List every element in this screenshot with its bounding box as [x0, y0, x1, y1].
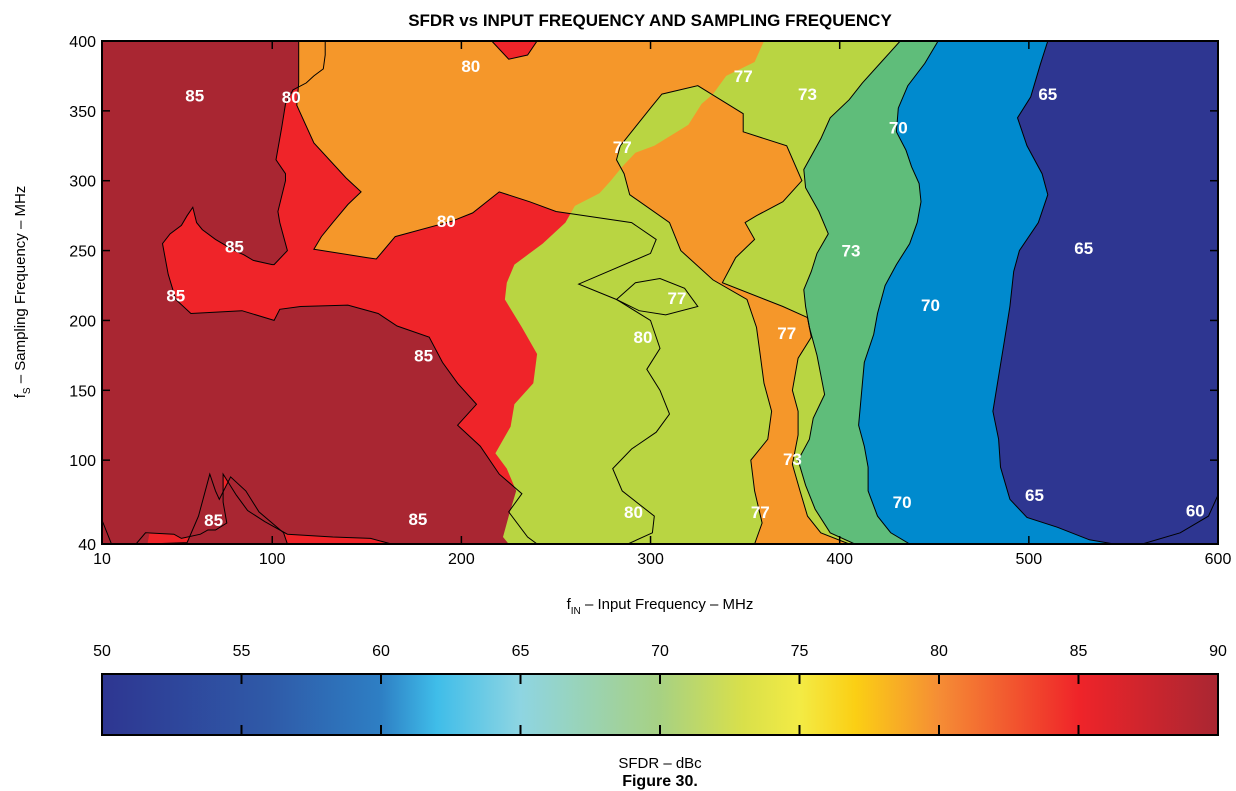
- y-tick-label-1: 100: [69, 453, 96, 470]
- contour-label-17: 85: [414, 346, 433, 365]
- x-axis-label-rest: – Input Frequency – MHz: [581, 596, 754, 613]
- y-tick-label-0: 40: [78, 537, 96, 554]
- contour-label-15: 77: [777, 324, 796, 343]
- x-tick-label-2: 200: [448, 551, 475, 568]
- colorbar-ticks: 50 55 60 65 70 75 80 85 90: [93, 643, 1227, 735]
- y-tick-label-2: 150: [69, 383, 96, 400]
- x-tick-label-3: 300: [637, 551, 664, 568]
- contour-regions: [102, 41, 1218, 544]
- y-axis-label-main: f: [12, 393, 29, 398]
- contour-label-4: 73: [798, 85, 817, 104]
- x-axis-label-main: f: [567, 596, 572, 613]
- contour-line-8: [797, 41, 901, 544]
- colorbar-tick-label-0: 50: [93, 643, 111, 660]
- contour-line-0: [102, 520, 112, 544]
- x-axis-label: fIN – Input Frequency – MHz: [567, 596, 754, 617]
- y-axis-ticks: 40 100 150 200 250 300 350 400: [69, 34, 1218, 554]
- contour-label-5: 65: [1038, 85, 1057, 104]
- contour-label-22: 85: [408, 510, 427, 529]
- colorbar-tick-label-3: 65: [512, 643, 530, 660]
- contour-label-14: 70: [921, 296, 940, 315]
- x-tick-label-4: 400: [826, 551, 853, 568]
- y-axis-label-rest: – Sampling Frequency – MHz: [12, 186, 29, 388]
- x-tick-label-6: 600: [1205, 551, 1232, 568]
- y-axis-label: fS – Sampling Frequency – MHz: [12, 186, 33, 399]
- colorbar-label: SFDR – dBc: [618, 755, 702, 772]
- contour-line-11: [1142, 494, 1218, 544]
- x-axis-ticks: 10 100 200 300 400 500 600: [93, 41, 1231, 568]
- figure-caption: Figure 30.: [622, 773, 698, 790]
- colorbar-tick-label-5: 75: [791, 643, 809, 660]
- chart-title: SFDR vs INPUT FREQUENCY AND SAMPLING FRE…: [408, 11, 892, 30]
- x-axis-label-sub: IN: [571, 606, 581, 617]
- y-axis-label-sub: S: [22, 387, 33, 394]
- colorbar-tick-label-1: 55: [233, 643, 251, 660]
- colorbar-tick-label-8: 90: [1209, 643, 1227, 660]
- contour-label-2: 80: [282, 88, 301, 107]
- contour-label-1: 85: [185, 87, 204, 106]
- contour-lines: [102, 41, 1218, 544]
- y-tick-label-5: 300: [69, 174, 96, 191]
- contour-line-7: [616, 277, 699, 316]
- contour-label-10: 73: [842, 242, 861, 261]
- y-tick-label-4: 250: [69, 244, 96, 261]
- contour-label-19: 65: [1025, 486, 1044, 505]
- contour-label-24: 77: [751, 503, 770, 522]
- colorbar-tick-label-7: 85: [1070, 643, 1088, 660]
- x-tick-label-0: 10: [93, 551, 111, 568]
- contour-label-7: 77: [613, 138, 632, 157]
- contour-label-6: 70: [889, 119, 908, 138]
- contour-label-16: 80: [634, 328, 653, 347]
- y-tick-label-7: 400: [69, 34, 96, 51]
- colorbar-tick-label-6: 80: [930, 643, 948, 660]
- colorbar-tick-label-2: 60: [372, 643, 390, 660]
- contour-label-23: 80: [624, 503, 643, 522]
- contour-label-18: 73: [783, 450, 802, 469]
- plot-area: [102, 41, 1218, 544]
- plot-frame: [101, 40, 1219, 545]
- x-tick-label-1: 100: [259, 551, 286, 568]
- region-65-9: [992, 41, 1218, 544]
- contour-label-20: 70: [893, 493, 912, 512]
- y-tick-label-6: 350: [69, 104, 96, 121]
- contour-label-8: 80: [437, 212, 456, 231]
- region-77-6: [616, 278, 698, 315]
- y-tick-label-3: 200: [69, 313, 96, 330]
- contour-line-5: [491, 41, 538, 60]
- contour-label-21: 85: [204, 511, 223, 530]
- contour-label-13: 77: [668, 289, 687, 308]
- contour-labels: 80 85 80 77 73 65 70 77 80 85 73 65 85 77 70 77 80 85 73 65…: [166, 57, 1204, 530]
- contour-line-6: [615, 85, 850, 544]
- colorbar-tick-label-4: 70: [651, 643, 669, 660]
- contour-label-12: 85: [166, 286, 185, 305]
- contour-line-3: [161, 41, 538, 544]
- contour-label-0: 80: [461, 57, 480, 76]
- contour-label-25: 60: [1186, 502, 1205, 521]
- region-80-4: [491, 41, 538, 60]
- contour-line-10: [992, 41, 1115, 544]
- x-tick-label-5: 500: [1015, 551, 1042, 568]
- contour-line-9: [858, 41, 939, 544]
- contour-line-2: [135, 472, 392, 544]
- region-85-2: [102, 41, 538, 544]
- contour-label-11: 65: [1074, 239, 1093, 258]
- contour-line-1: [147, 472, 288, 544]
- contour-line-4: [296, 41, 671, 544]
- contour-label-9: 85: [225, 237, 244, 256]
- contour-label-3: 77: [734, 67, 753, 86]
